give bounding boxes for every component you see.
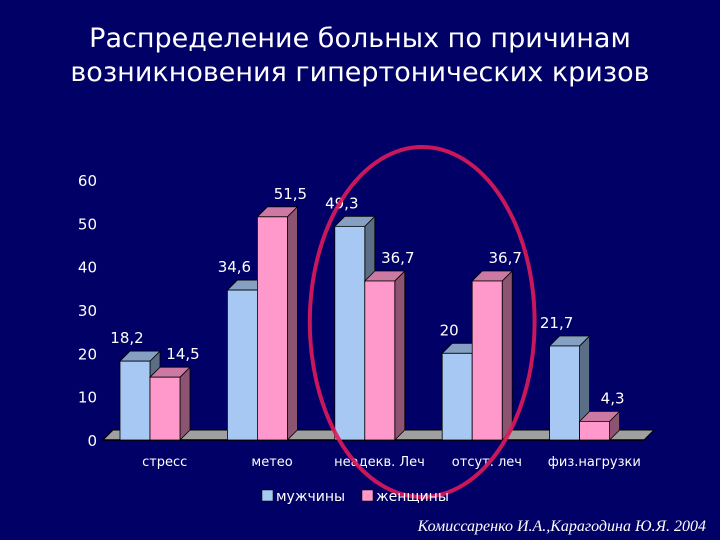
x-tick-label: физ.нагрузки xyxy=(548,455,641,470)
bar-side xyxy=(394,270,406,441)
data-label: 20 xyxy=(440,321,459,339)
bar-side xyxy=(179,366,191,441)
x-tick-label: неадекв. Леч xyxy=(334,455,425,470)
data-label: 4,3 xyxy=(601,389,625,407)
legend-swatch xyxy=(361,489,374,502)
bar-women xyxy=(256,216,288,441)
bar-women xyxy=(579,420,610,441)
highlight-ellipse xyxy=(307,145,537,499)
bar-side xyxy=(501,270,513,441)
bar-men xyxy=(119,360,151,441)
slide-title-line-2: возникновения гипертонических кризов xyxy=(70,57,650,88)
bar-men xyxy=(441,352,473,441)
data-label: 36,7 xyxy=(381,249,414,267)
bar-men xyxy=(334,225,366,441)
data-label: 14,5 xyxy=(166,345,199,363)
bar-women xyxy=(364,280,396,441)
bar-side xyxy=(286,205,298,441)
y-tick-label: 10 xyxy=(78,389,97,407)
bar-men xyxy=(226,289,258,441)
y-tick-label: 40 xyxy=(78,259,97,277)
y-tick-label: 30 xyxy=(78,302,97,320)
data-label: 36,7 xyxy=(488,249,521,267)
y-tick-label: 50 xyxy=(78,215,97,233)
slide-title-line-1: Распределение больных по причинам xyxy=(89,23,631,54)
legend-swatch xyxy=(261,489,274,502)
data-label: 18,2 xyxy=(110,329,143,347)
bar-women xyxy=(149,376,181,441)
data-label: 34,6 xyxy=(218,258,251,276)
legend-label: женщины xyxy=(376,489,449,505)
source-caption: Комиссаренко И.А.,Карагодина Ю.Я. 2004 xyxy=(417,518,706,535)
x-tick-label: метео xyxy=(251,455,292,470)
data-label: 51,5 xyxy=(274,185,307,203)
data-label: 21,7 xyxy=(540,314,573,332)
bar-men xyxy=(549,345,580,441)
y-tick-label: 60 xyxy=(78,172,97,190)
legend-label: мужчины xyxy=(276,489,345,505)
bar-women xyxy=(471,280,503,441)
slide-title: Распределение больных по причинам возник… xyxy=(0,22,720,90)
y-tick-label: 20 xyxy=(78,345,97,363)
x-tick-label: стресс xyxy=(142,455,187,470)
y-tick-label: 0 xyxy=(87,432,97,450)
